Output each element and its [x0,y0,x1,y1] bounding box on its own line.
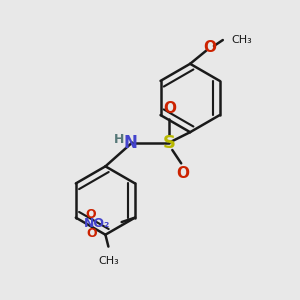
Text: N: N [124,134,138,152]
Text: NO₂: NO₂ [83,217,110,230]
Text: CH₃: CH₃ [98,256,119,266]
Text: O: O [85,208,96,221]
Text: S: S [163,134,176,152]
Text: O: O [176,166,189,181]
Text: H: H [114,133,124,146]
Text: CH₃: CH₃ [232,35,253,45]
Text: O: O [87,227,97,241]
Text: O: O [163,101,176,116]
Text: O: O [203,40,216,55]
